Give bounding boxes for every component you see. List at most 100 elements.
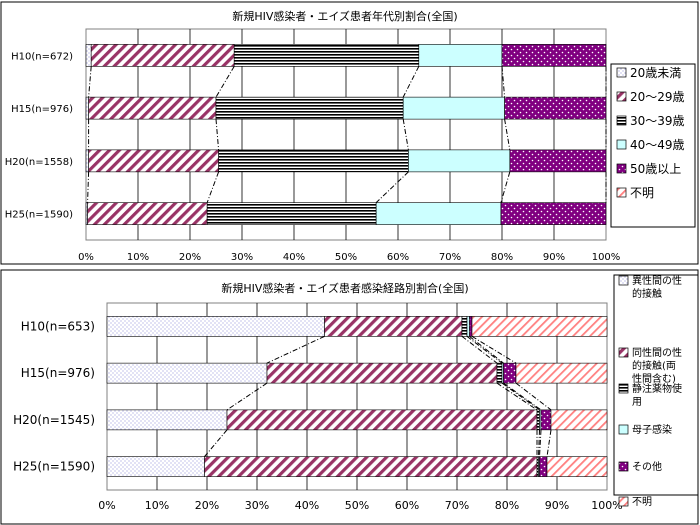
bar-segment — [550, 409, 608, 431]
x-tick-label: 90% — [543, 252, 565, 263]
x-tick-label: 20% — [195, 499, 219, 512]
legend-swatch — [618, 383, 629, 394]
bar-segment — [466, 316, 470, 337]
series-connector — [471, 335, 517, 364]
x-tick-label: 30% — [245, 499, 269, 512]
legend-swatch — [616, 115, 627, 126]
bar-segment — [85, 149, 89, 173]
bar-segment — [215, 96, 404, 120]
legend-label: 静注薬物使用 — [632, 382, 682, 408]
x-tick-label: 20% — [179, 252, 201, 263]
legend-label: 母子感染 — [632, 423, 672, 436]
category-label: H20(n=1558) — [5, 157, 73, 168]
bar-segment — [546, 456, 608, 477]
series-connector — [461, 335, 498, 364]
legend-swatch — [618, 347, 629, 358]
bar-segment — [88, 96, 217, 120]
legend-label: 50歳以上 — [630, 162, 681, 176]
bar-segment — [375, 202, 502, 225]
bar-segment — [87, 202, 208, 225]
x-tick-label: 10% — [145, 499, 169, 512]
bar-segment — [408, 149, 511, 173]
series-connector — [215, 66, 235, 98]
x-tick-label: 70% — [445, 499, 469, 512]
legend-label: その他 — [632, 460, 662, 473]
bar-segment — [106, 362, 268, 384]
legend-label: 同性間の性的接触(両性間含む) — [632, 346, 682, 385]
category-label: H25(n=1590) — [13, 460, 95, 474]
legend-item: その他 — [618, 460, 662, 473]
legend-swatch — [616, 163, 627, 174]
legend-swatch — [618, 496, 629, 507]
x-tick-label: 100% — [591, 499, 622, 512]
series-connector — [466, 335, 503, 364]
bar-segment — [106, 456, 205, 477]
legend-item: 不明 — [618, 496, 652, 508]
legend-label: 異性間の性的接触 — [632, 274, 682, 300]
legend-item: 40～49歳 — [616, 138, 685, 152]
bar-segment — [471, 316, 608, 337]
x-tick-label: 60% — [387, 252, 409, 263]
x-tick-label: 30% — [231, 252, 253, 263]
series-connector — [206, 171, 220, 203]
bar-segment — [536, 409, 540, 431]
legend-label: 不明 — [630, 186, 654, 200]
chart-title: 新規HIV感染者・エイズ患者年代別割合(全国) — [232, 9, 457, 23]
legend-item: 母子感染 — [618, 423, 672, 436]
legend-label: 20～29歳 — [630, 90, 685, 104]
x-tick-label: 80% — [495, 499, 519, 512]
category-label: H10(n=653) — [21, 319, 95, 333]
legend-item: 静注薬物使用 — [618, 382, 682, 408]
x-tick-label: 90% — [545, 499, 569, 512]
legend-item: 不明 — [616, 186, 654, 200]
category-label: H25(n=1590) — [5, 210, 73, 221]
x-tick-label: 50% — [335, 252, 357, 263]
legend-swatch — [616, 139, 627, 150]
bar-segment — [324, 316, 463, 337]
bar-segment — [85, 44, 92, 67]
legend-swatch — [616, 187, 627, 198]
legend-label: 20歳未満 — [630, 66, 681, 80]
bar-segment — [106, 316, 325, 337]
x-tick-label: 0% — [78, 252, 94, 263]
legend-item: 30～39歳 — [616, 114, 685, 128]
bar-segment — [402, 96, 505, 120]
category-label: H10(n=672) — [11, 51, 73, 62]
x-tick-label: 40% — [283, 252, 305, 263]
bar-segment — [218, 149, 409, 173]
legend-item: 20～29歳 — [616, 90, 685, 104]
bar-segment — [106, 409, 228, 431]
series-connector — [546, 429, 552, 457]
bar-segment — [503, 362, 517, 384]
series-connector — [538, 429, 540, 457]
chart-2: 新規HIV感染者・エイズ患者感染経路別割合(全国) 0% 10% 20% 30% 40% 5… — [0, 269, 699, 525]
legend-item: 20歳未満 — [616, 66, 681, 80]
legend-swatch — [618, 275, 629, 286]
bar-segment — [266, 362, 498, 384]
bar-segment — [206, 202, 377, 225]
bar-segment — [496, 362, 503, 384]
x-tick-label: 80% — [491, 252, 513, 263]
bar-segment — [540, 409, 552, 431]
bar-segment — [504, 96, 607, 120]
legend-label: 不明 — [632, 496, 652, 508]
bar-segment — [204, 456, 538, 477]
x-tick-label: 50% — [345, 499, 369, 512]
legend-item: 50歳以上 — [616, 162, 681, 176]
chart-border — [0, 1, 699, 265]
bar-segment — [418, 44, 503, 67]
series-connector — [226, 382, 268, 411]
bar-segment — [500, 202, 607, 225]
category-label: H15(n=976) — [11, 104, 73, 115]
legend-item: 異性間の性的接触 — [618, 274, 682, 300]
x-tick-label: 0% — [98, 499, 115, 512]
bar-segment — [515, 362, 608, 384]
bar-segment — [469, 316, 473, 337]
series-connector — [539, 429, 542, 457]
bar-segment — [501, 44, 607, 67]
bar-segment — [85, 96, 89, 120]
legend-label: 30～39歳 — [630, 114, 685, 128]
series-connector — [204, 429, 228, 457]
legend-item: 同性間の性的接触(両性間含む) — [618, 346, 682, 385]
